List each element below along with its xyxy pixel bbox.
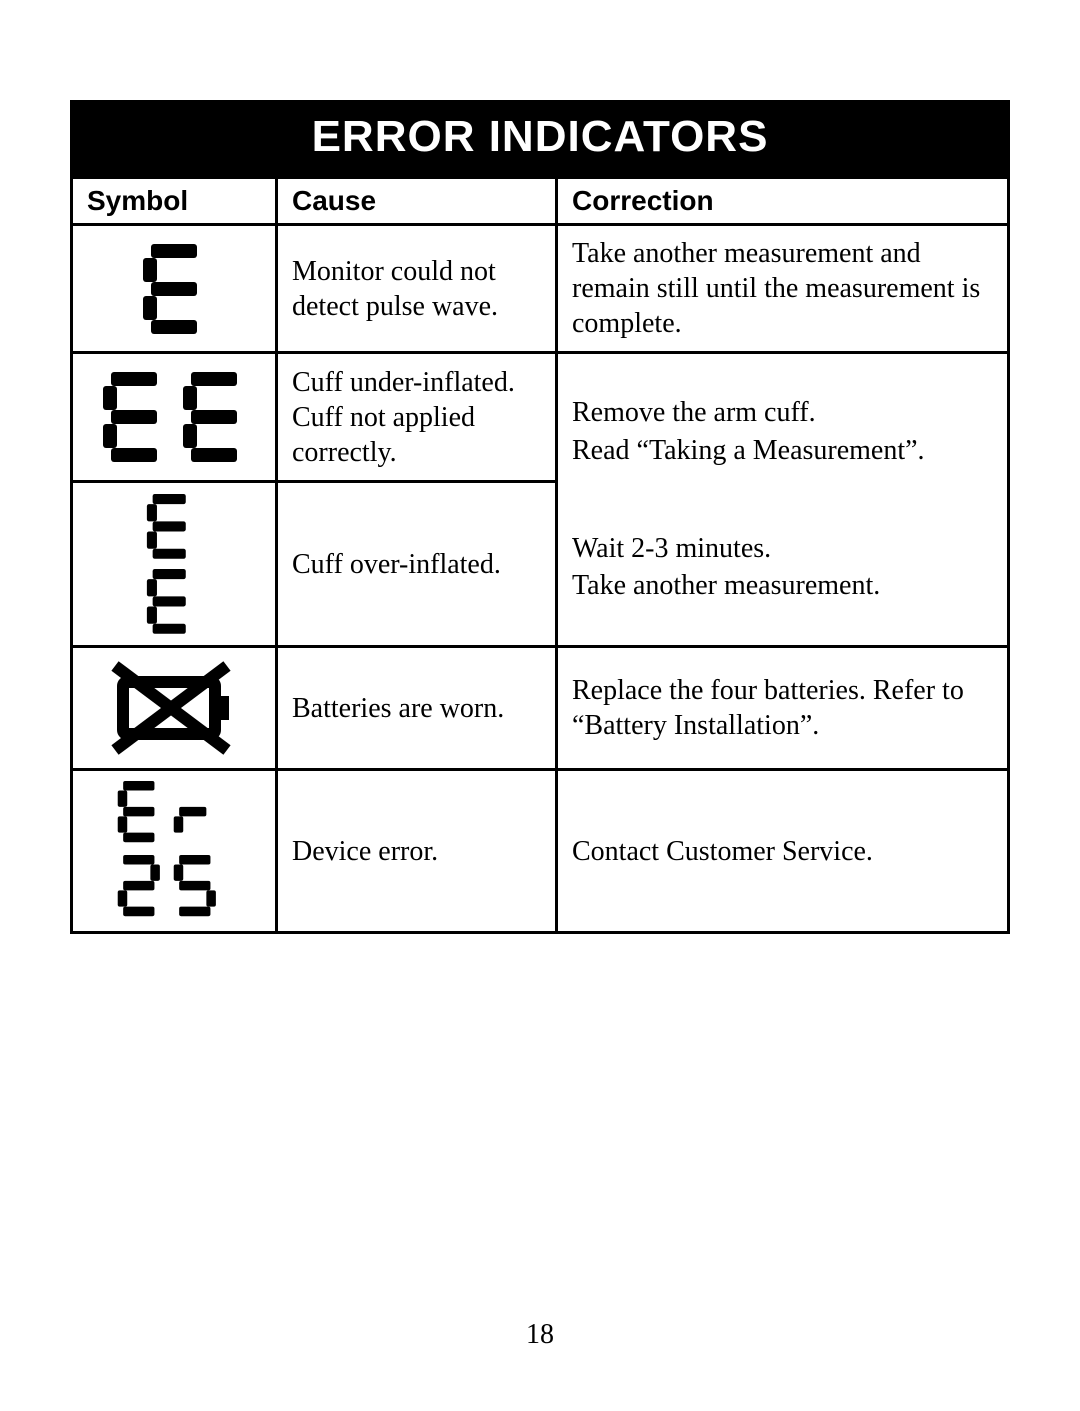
table-row: Monitor could not detect pulse wave. Tak… (72, 225, 1009, 353)
col-header-symbol: Symbol (72, 178, 277, 225)
table-row: Batteries are worn. Replace the four bat… (72, 647, 1009, 770)
table-row: Cuff under-inflated. Cuff not applied co… (72, 353, 1009, 482)
merged-correction-bottom: Wait 2-3 minutes. Take another measureme… (572, 500, 993, 636)
col-header-cause: Cause (277, 178, 557, 225)
table-row: Device error. Contact Customer Service. (72, 770, 1009, 933)
col-header-correction: Correction (557, 178, 1009, 225)
symbol-e-stack-icon (72, 482, 277, 647)
symbol-e-icon (72, 225, 277, 353)
table-header-row: Symbol Cause Correction (72, 178, 1009, 225)
error-table: Symbol Cause Correction (70, 176, 1010, 934)
symbol-battery-icon (72, 647, 277, 770)
cause-text: Cuff under-inflated. Cuff not applied co… (277, 353, 557, 482)
cause-text: Monitor could not detect pulse wave. (277, 225, 557, 353)
page: Error Indicators Symbol Cause Correction (0, 0, 1080, 1411)
correction-text: Take another measurement and remain stil… (557, 225, 1009, 353)
cause-text: Device error. (277, 770, 557, 933)
cause-text: Cuff over-inflated. (277, 482, 557, 647)
symbol-er25-icon (72, 770, 277, 933)
symbol-ee-icon (72, 353, 277, 482)
cause-text: Batteries are worn. (277, 647, 557, 770)
correction-text: Contact Customer Service. (557, 770, 1009, 933)
correction-text: Replace the four batteries. Refer to “Ba… (557, 647, 1009, 770)
merged-correction-top: Remove the arm cuff. Read “Taking a Meas… (572, 364, 993, 500)
correction-text-merged: Remove the arm cuff. Read “Taking a Meas… (557, 353, 1009, 647)
section-title: Error Indicators (70, 100, 1010, 176)
page-number: 18 (0, 1319, 1080, 1351)
